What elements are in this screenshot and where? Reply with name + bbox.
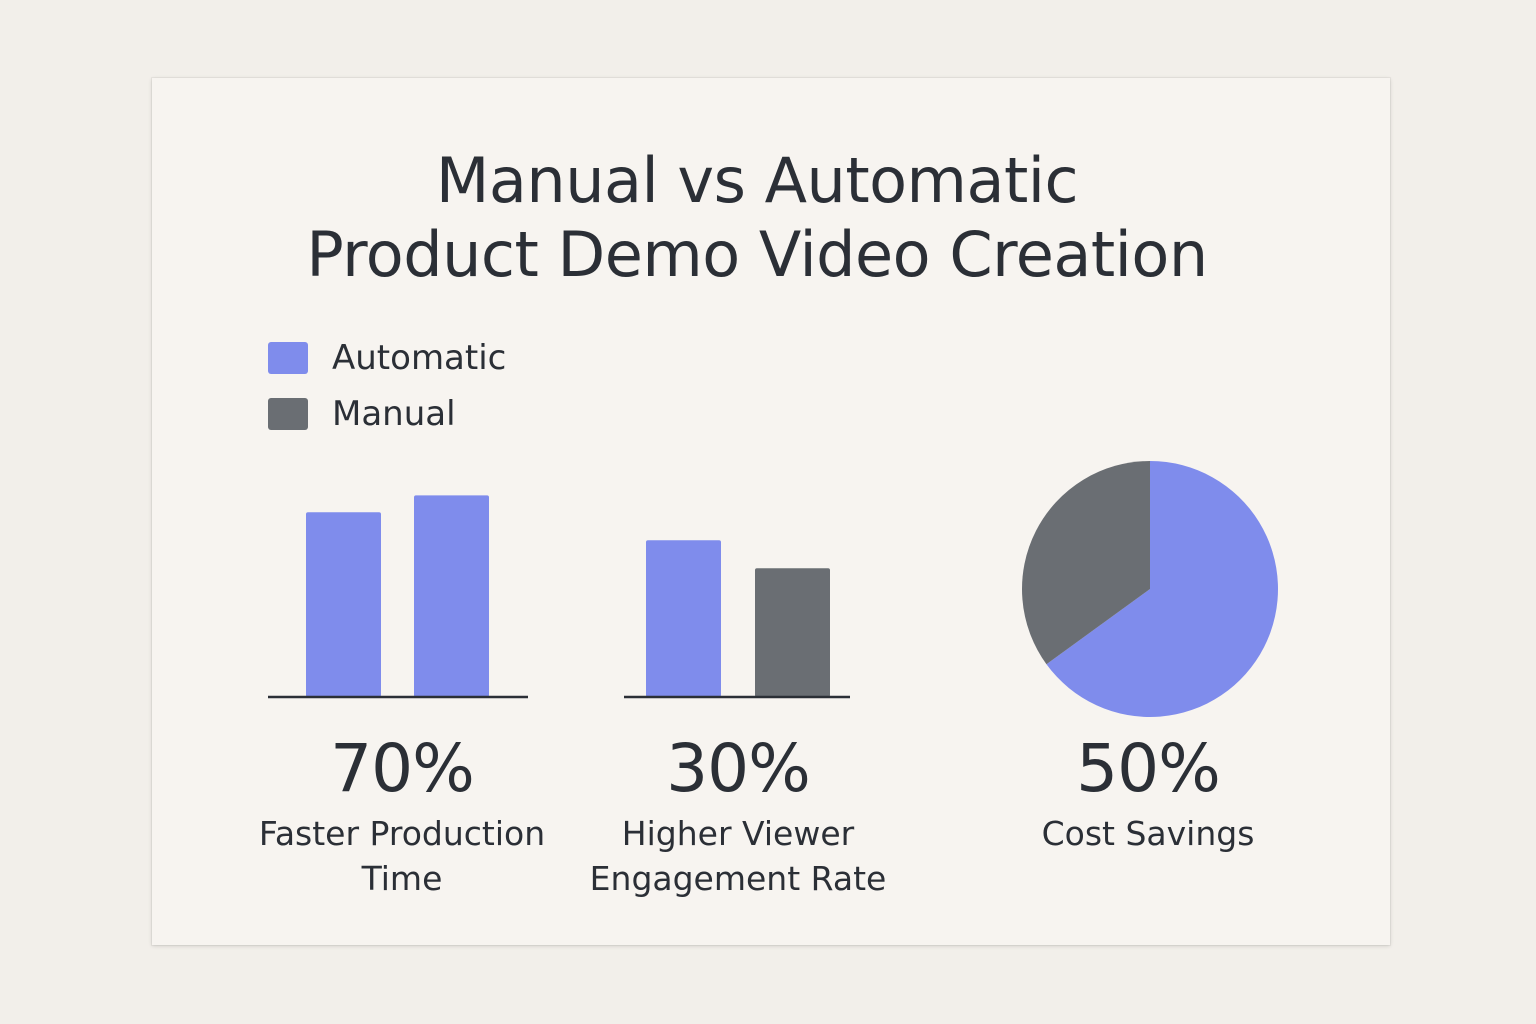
- caption-cost: Cost Savings: [988, 811, 1308, 856]
- title-line-2: Product Demo Video Creation: [306, 218, 1208, 291]
- pie-slice-automatic: [1046, 461, 1278, 717]
- caption-production-line-1: Faster Production: [258, 814, 546, 853]
- title-line-1: Manual vs Automatic: [435, 144, 1079, 217]
- stat-value-production: 70%: [330, 730, 475, 807]
- legend: Automatic Manual: [268, 330, 506, 442]
- stat-value-engagement: 30%: [666, 730, 811, 807]
- caption-engagement-line-1: Higher Viewer: [621, 814, 855, 853]
- bar-engagement-1: [646, 540, 721, 697]
- infographic-card: Manual vs Automatic Product Demo Video C…: [152, 78, 1390, 945]
- chart-title: Manual vs Automatic Product Demo Video C…: [152, 144, 1362, 292]
- legend-swatch-manual: [268, 398, 308, 430]
- caption-production-line-2: Time: [361, 859, 443, 898]
- bar-production-1: [306, 512, 381, 697]
- caption-production: Faster Production Time: [242, 811, 562, 901]
- stat-value-cost: 50%: [1076, 730, 1221, 807]
- bar-production-2: [414, 495, 489, 697]
- caption-engagement-line-2: Engagement Rate: [589, 859, 887, 898]
- legend-item-manual: Manual: [268, 386, 506, 442]
- caption-cost-line-1: Cost Savings: [1041, 814, 1255, 853]
- legend-item-automatic: Automatic: [268, 330, 506, 386]
- pie-slice-manual: [1022, 461, 1150, 665]
- caption-engagement: Higher Viewer Engagement Rate: [578, 811, 898, 901]
- legend-label-automatic: Automatic: [332, 338, 507, 378]
- legend-swatch-automatic: [268, 342, 308, 374]
- charts-canvas: [268, 461, 1278, 717]
- bar-engagement-2: [755, 568, 830, 697]
- legend-label-manual: Manual: [332, 394, 456, 434]
